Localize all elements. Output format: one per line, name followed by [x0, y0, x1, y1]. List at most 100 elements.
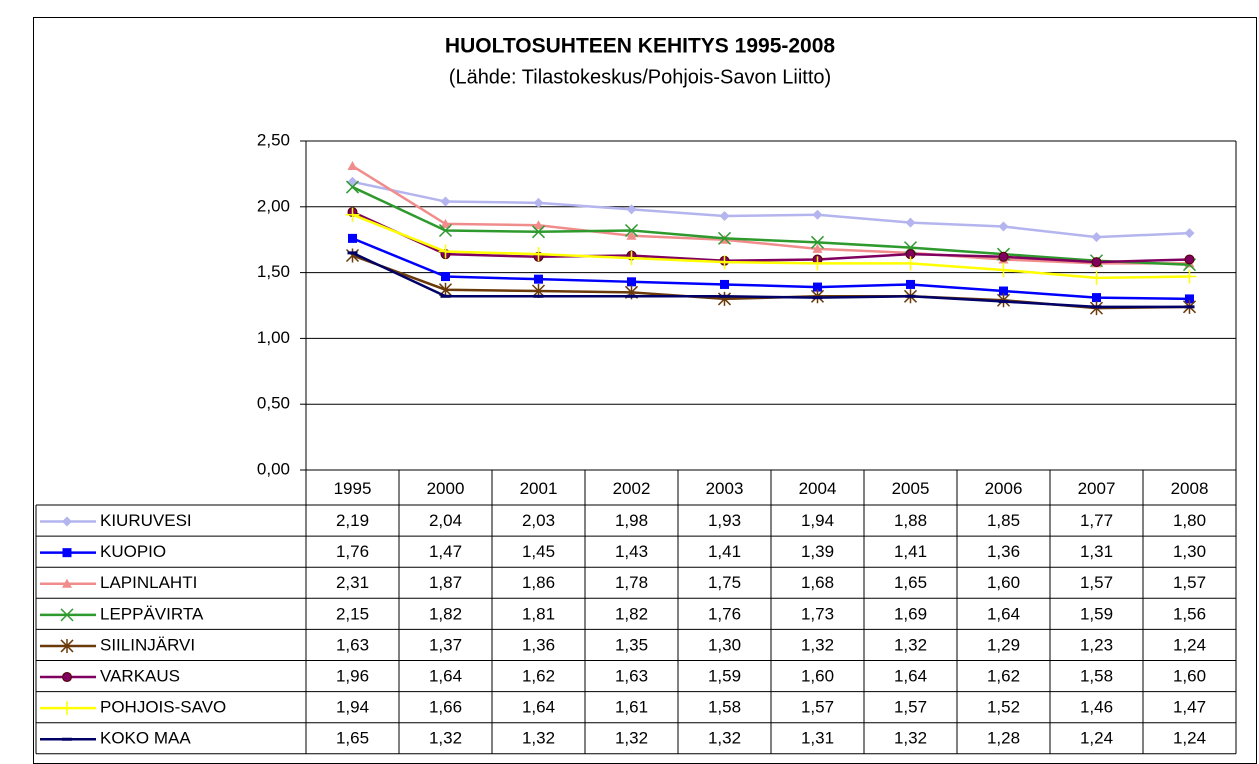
table-value: 1,57: [1173, 573, 1206, 592]
table-value: 1,43: [615, 542, 648, 561]
marker: [717, 255, 732, 270]
table-value: 1,62: [987, 667, 1020, 686]
table-value: 1,32: [894, 635, 927, 654]
marker: [1184, 254, 1195, 265]
table-value: 1,59: [708, 667, 741, 686]
marker: [626, 230, 637, 240]
marker: [813, 282, 822, 292]
table-value: 1,82: [429, 604, 462, 623]
table-value: 1,37: [429, 635, 462, 654]
table-value: 1,32: [615, 729, 648, 748]
table-value: 1,56: [1173, 604, 1206, 623]
y-tick-label: 2,00: [257, 196, 290, 215]
table-value: 1,65: [336, 729, 369, 748]
table-value: 1,45: [522, 542, 555, 561]
marker: [348, 233, 357, 243]
table-value: 1,60: [801, 667, 834, 686]
marker: [810, 256, 825, 271]
chart-subtitle: (Lähde: Tilastokeskus/Pohjois-Savon Liit…: [449, 66, 831, 88]
table-value: 1,94: [801, 511, 834, 530]
x-tick-label: 2001: [520, 479, 558, 498]
table-value: 1,64: [987, 604, 1020, 623]
table-value: 1,63: [615, 667, 648, 686]
marker: [624, 223, 639, 238]
y-tick-label: 0,00: [257, 459, 290, 478]
x-tick-label: 2007: [1078, 479, 1116, 498]
table-value: 1,57: [1080, 573, 1113, 592]
marker: [534, 274, 543, 284]
marker: [1091, 232, 1102, 243]
table-value: 1,36: [987, 542, 1020, 561]
legend-label: SIILINJÄRVI: [100, 635, 195, 654]
marker: [438, 223, 453, 238]
table-value: 1,77: [1080, 511, 1113, 530]
table-value: 1,36: [522, 635, 555, 654]
marker: [1091, 257, 1102, 268]
marker: [627, 277, 636, 287]
table-value: 1,46: [1080, 698, 1113, 717]
marker: [1092, 293, 1101, 303]
marker: [1185, 294, 1194, 304]
table-value: 1,47: [1173, 698, 1206, 717]
legend-label: KUOPIO: [100, 542, 166, 561]
table-value: 1,98: [615, 511, 648, 530]
marker: [533, 220, 544, 230]
table-value: 1,82: [615, 604, 648, 623]
table-value: 1,35: [615, 635, 648, 654]
table-value: 1,41: [894, 542, 927, 561]
table-value: 1,62: [522, 667, 555, 686]
table-value: 1,76: [336, 542, 369, 561]
legend-label: LAPINLAHTI: [100, 573, 197, 592]
data-table: 1995 2000 2001 2002 2003 2004 2005 2006 2007 2008…: [35, 469, 1237, 755]
marker: [996, 262, 1011, 277]
marker: [906, 279, 915, 289]
marker: [624, 251, 639, 266]
table-value: 1,80: [1173, 511, 1206, 530]
marker: [905, 217, 916, 228]
marker: [903, 256, 918, 271]
table-value: 1,66: [429, 698, 462, 717]
table-value: 2,03: [522, 511, 555, 530]
table-value: 1,57: [894, 698, 927, 717]
x-tick-label: 2008: [1171, 479, 1209, 498]
series-line: [352, 180, 1190, 239]
chart-border: [33, 17, 1257, 764]
table-value: 1,32: [708, 729, 741, 748]
table-value: 1,93: [708, 511, 741, 530]
marker: [998, 251, 1009, 262]
table-value: 1,59: [1080, 604, 1113, 623]
table-value: 2,04: [429, 511, 462, 530]
legend-marker: [60, 638, 74, 653]
table-value: 1,64: [429, 667, 462, 686]
table-value: 1,81: [522, 604, 555, 623]
marker: [810, 235, 825, 249]
table-value: 1,32: [894, 729, 927, 748]
marker: [533, 197, 544, 208]
chart-title: HUOLTOSUHTEEN KEHITYS 1995-2008: [445, 35, 835, 58]
table-value: 1,30: [708, 635, 741, 654]
table-value: 1,60: [1173, 667, 1206, 686]
marker: [345, 180, 360, 194]
legend-marker: [62, 578, 72, 588]
table-value: 2,15: [336, 604, 369, 623]
table-value: 1,32: [429, 729, 462, 748]
table-value: 1,75: [708, 573, 741, 592]
legend-marker: [62, 672, 72, 683]
marker: [720, 279, 729, 289]
table-value: 1,23: [1080, 635, 1113, 654]
x-tick-label: 2006: [985, 479, 1023, 498]
table-value: 1,29: [987, 635, 1020, 654]
table-value: 1,24: [1173, 635, 1206, 654]
x-tick-label: 2005: [892, 479, 930, 498]
table-value: 1,30: [1173, 542, 1206, 561]
marker: [1089, 270, 1104, 285]
marker: [717, 231, 732, 245]
table-value: 1,57: [801, 698, 834, 717]
legend-label: KIURUVESI: [100, 511, 192, 530]
marker: [998, 221, 1009, 232]
table-value: 1,64: [894, 667, 927, 686]
marker: [440, 196, 451, 207]
plot: [345, 161, 1197, 316]
table-value: 1,87: [429, 573, 462, 592]
